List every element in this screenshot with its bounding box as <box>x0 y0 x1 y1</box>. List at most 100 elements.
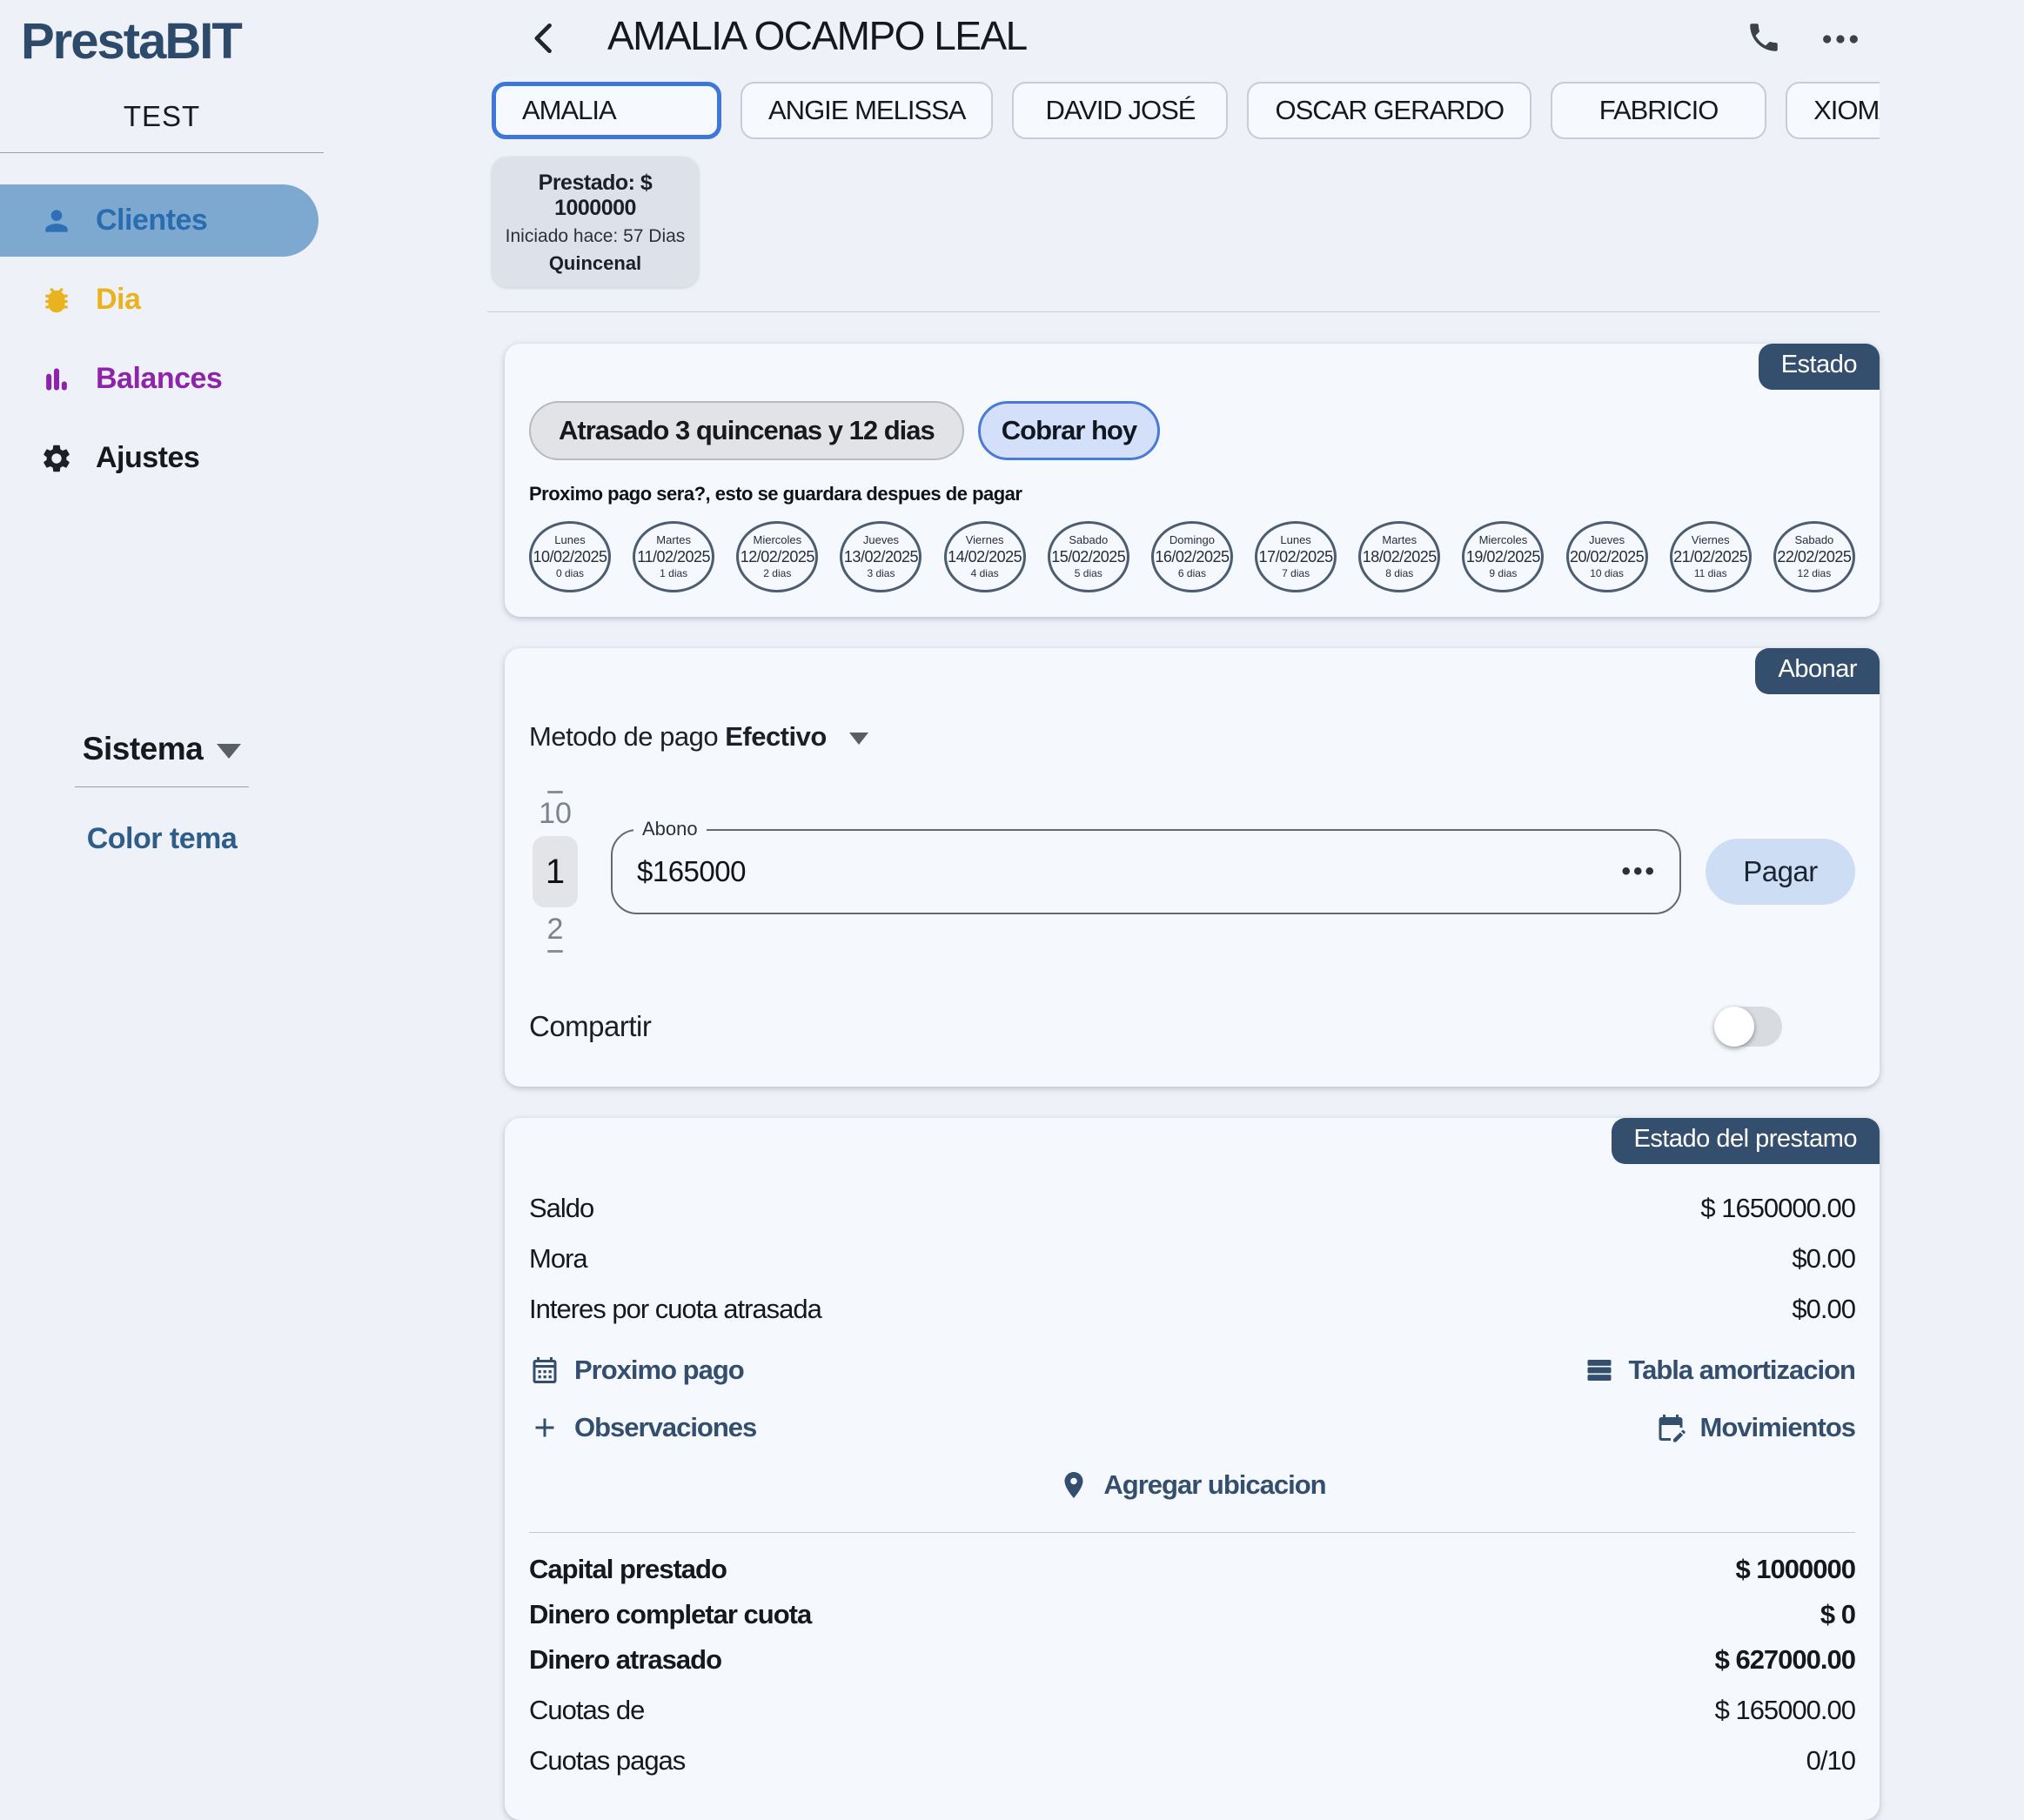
page-header: AMALIA OCAMPO LEAL <box>487 0 1880 70</box>
collect-today-chip[interactable]: Cobrar hoy <box>977 401 1161 460</box>
date-value: 21/02/2025 <box>1673 548 1748 566</box>
date-value: 12/02/2025 <box>740 548 815 566</box>
loan-totals: Capital prestado $ 1000000 Dinero comple… <box>529 1554 1856 1777</box>
date-day: Miercoles <box>1478 533 1528 547</box>
phone-icon <box>1750 23 1778 51</box>
payment-method-label: Metodo de pago <box>529 721 719 752</box>
client-chip[interactable]: XIOMARA PINEDA <box>1786 82 1880 139</box>
next-payment-question: Proximo pago sera?, esto se guardara des… <box>529 483 1022 505</box>
plus-icon <box>535 1418 554 1437</box>
date-day: Lunes <box>554 533 586 547</box>
calendar-icon <box>533 1357 557 1383</box>
totals-divider <box>529 1532 1855 1533</box>
date-value: 15/02/2025 <box>1051 548 1126 566</box>
back-chevron-icon <box>534 23 552 54</box>
estado-badge: Estado <box>1758 344 1880 390</box>
sidebar-nav: Clientes Dia Balances Ajustes <box>0 184 324 494</box>
chevron-down-icon[interactable] <box>848 732 868 745</box>
payment-date-option[interactable]: Miercoles 12/02/2025 2 dias <box>736 521 819 592</box>
sidebar-item-clientes[interactable]: Clientes <box>0 184 318 257</box>
loan-summary-card: Prestado: $ 1000000 Iniciado hace: 57 Di… <box>492 157 699 287</box>
more-options-button[interactable] <box>1820 26 1860 57</box>
sidebar-item-ajustes[interactable]: Ajustes <box>0 422 324 494</box>
movimientos-link[interactable]: Movimientos <box>1655 1412 1856 1443</box>
compartir-toggle[interactable] <box>1714 1007 1782 1047</box>
stepper-value-below[interactable]: 2 <box>546 913 564 946</box>
payment-date-option[interactable]: Viernes 21/02/2025 11 dias <box>1669 521 1752 592</box>
loan-total-row: Dinero completar cuota $ 0 <box>529 1599 1856 1630</box>
date-value: 13/02/2025 <box>843 548 919 566</box>
theme-dropdown[interactable]: Sistema <box>0 731 324 767</box>
back-button[interactable] <box>526 19 564 62</box>
client-chip-selected[interactable]: AMALIA <box>492 82 721 139</box>
agregar-ubicacion-link[interactable]: Agregar ubicacion <box>1058 1469 1327 1501</box>
theme-selector-box: Sistema Color tema <box>0 731 324 856</box>
stepper-value-above[interactable]: 10 <box>539 797 572 830</box>
payment-date-option[interactable]: Domingo 16/02/2025 6 dias <box>1150 521 1233 592</box>
client-chip[interactable]: FABRICIO <box>1551 82 1767 139</box>
payment-date-option[interactable]: Jueves 13/02/2025 3 dias <box>840 521 922 592</box>
client-chip[interactable]: ANGIE MELISSA <box>741 82 994 139</box>
date-day: Miercoles <box>753 533 802 547</box>
stepper-value-selected[interactable]: 1 <box>533 836 578 907</box>
date-value: 22/02/2025 <box>1777 548 1852 566</box>
date-days-offset: 6 dias <box>1177 566 1206 579</box>
client-chip[interactable]: OSCAR GERARDO <box>1247 82 1532 139</box>
date-days-offset: 0 dias <box>555 566 585 579</box>
client-chip[interactable]: DAVID JOSÉ <box>1012 82 1229 139</box>
call-button[interactable] <box>1746 19 1782 60</box>
payment-method-value[interactable]: Efectivo <box>725 721 827 752</box>
payment-date-option[interactable]: Lunes 10/02/2025 0 dias <box>529 521 611 592</box>
status-chips: Atrasado 3 quincenas y 12 dias Cobrar ho… <box>529 401 1855 460</box>
observaciones-link[interactable]: Observaciones <box>529 1412 757 1443</box>
row-label: Interes por cuota atrasada <box>529 1294 822 1324</box>
overdue-chip[interactable]: Atrasado 3 quincenas y 12 dias <box>529 401 964 460</box>
date-value: 11/02/2025 <box>637 548 711 566</box>
date-days-offset: 12 dias <box>1797 566 1832 579</box>
row-value: $ 627000.00 <box>1714 1644 1856 1675</box>
date-value: 18/02/2025 <box>1362 548 1438 566</box>
compartir-row: Compartir <box>529 1007 1855 1047</box>
pagar-button[interactable]: Pagar <box>1706 839 1855 905</box>
loan-total-row: Dinero atrasado $ 627000.00 <box>529 1644 1856 1676</box>
loan-state-rows: Saldo $ 1650000.00 Mora $0.00 Interes po… <box>529 1193 1856 1325</box>
abonar-card: Abonar Metodo de pago Efectivo 10 1 2 Ab… <box>505 648 1880 1087</box>
payment-date-option[interactable]: Lunes 17/02/2025 7 dias <box>1255 521 1337 592</box>
date-days-offset: 9 dias <box>1489 566 1518 579</box>
payment-date-option[interactable]: Miercoles 19/02/2025 9 dias <box>1462 521 1545 592</box>
payment-date-option[interactable]: Viernes 14/02/2025 4 dias <box>943 521 1026 592</box>
gear-icon <box>44 445 70 472</box>
sidebar-item-label: Balances <box>96 362 223 395</box>
sidebar-item-label: Dia <box>96 283 141 316</box>
more-icon <box>1823 35 1858 43</box>
toggle-knob <box>1714 1007 1754 1047</box>
row-value: $ 1650000.00 <box>1700 1193 1856 1223</box>
payment-date-option[interactable]: Sabado 15/02/2025 5 dias <box>1047 521 1129 592</box>
date-days-offset: 8 dias <box>1385 566 1414 579</box>
payment-date-option[interactable]: Jueves 20/02/2025 10 dias <box>1565 521 1648 592</box>
date-value: 16/02/2025 <box>1155 548 1230 566</box>
abono-input[interactable]: Abono $165000 ••• <box>611 818 1681 914</box>
color-theme-link[interactable]: Color tema <box>86 822 238 855</box>
date-days-offset: 3 dias <box>867 566 895 579</box>
payment-date-option[interactable]: Sabado 22/02/2025 12 dias <box>1773 521 1855 592</box>
date-value: 14/02/2025 <box>948 548 1022 566</box>
sidebar-item-dia[interactable]: Dia <box>0 264 324 336</box>
table-icon <box>1587 1360 1611 1381</box>
environment-label: TEST <box>123 100 201 132</box>
date-day: Domingo <box>1169 533 1215 547</box>
sidebar: PrestaBIT TEST Clientes Dia Balances Aju… <box>0 0 324 1585</box>
payment-date-option[interactable]: Martes 18/02/2025 8 dias <box>1358 521 1441 592</box>
row-label: Cuotas de <box>529 1695 645 1725</box>
loan-state-row: Mora $0.00 <box>529 1243 1856 1275</box>
proximo-pago-link[interactable]: Proximo pago <box>529 1355 745 1386</box>
loan-total-row: Cuotas de $ 165000.00 <box>529 1695 1856 1726</box>
abono-input-value[interactable]: $165000 <box>637 855 746 887</box>
section-divider <box>487 311 1880 312</box>
installment-stepper[interactable]: 10 1 2 <box>529 787 581 956</box>
abono-more-button[interactable]: ••• <box>1621 857 1657 886</box>
date-value: 17/02/2025 <box>1258 548 1334 566</box>
payment-date-option[interactable]: Martes 11/02/2025 1 dias <box>633 521 715 592</box>
sidebar-item-balances[interactable]: Balances <box>0 343 324 415</box>
tabla-amortizacion-link[interactable]: Tabla amortizacion <box>1584 1355 1856 1386</box>
